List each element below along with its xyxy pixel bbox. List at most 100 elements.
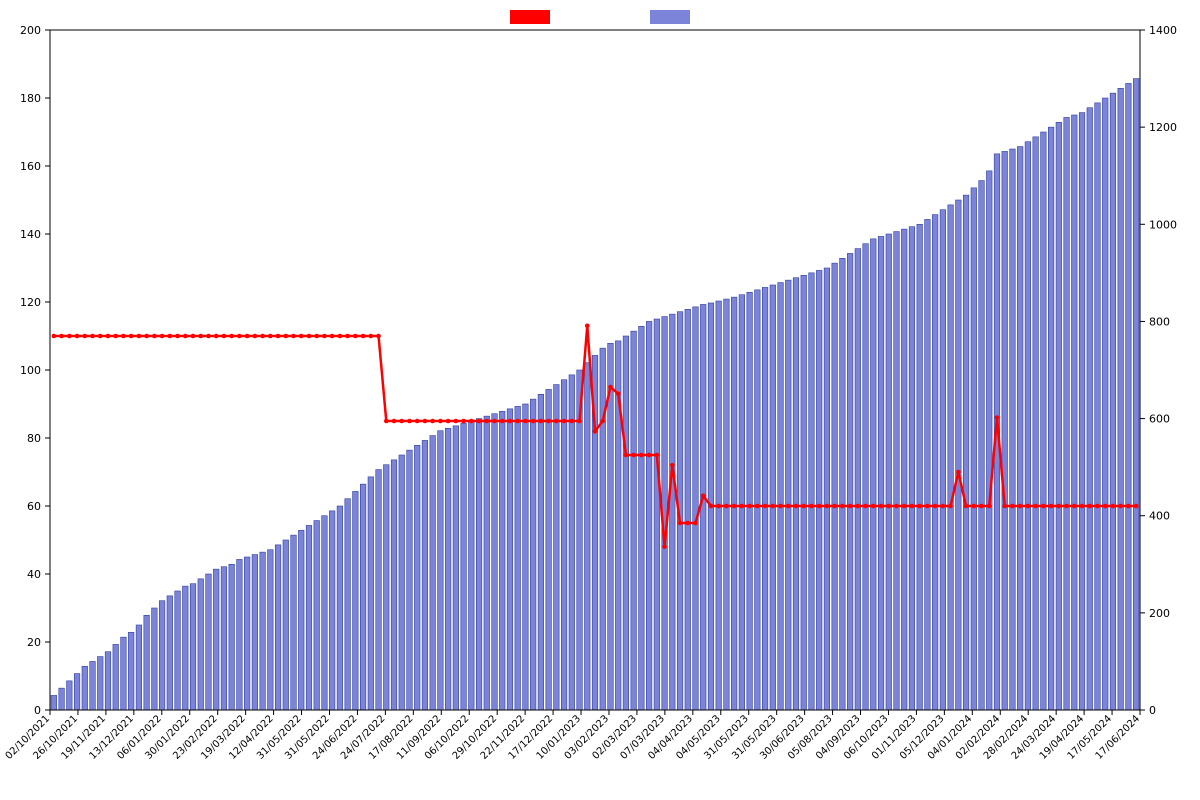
y-left-tick-label: 120: [20, 296, 41, 309]
line-marker: [260, 334, 265, 339]
line-marker: [461, 419, 466, 424]
bar: [554, 385, 560, 710]
line-marker: [237, 334, 242, 339]
bar: [306, 525, 312, 710]
line-marker: [925, 504, 930, 509]
bar: [476, 419, 482, 710]
line-marker: [222, 334, 227, 339]
line-marker: [477, 419, 482, 424]
bar: [654, 319, 660, 710]
line-marker: [639, 453, 644, 458]
bar: [956, 200, 962, 710]
bar: [237, 559, 243, 710]
line-marker: [137, 334, 142, 339]
bar: [847, 253, 853, 710]
line-marker: [1049, 504, 1054, 509]
bar: [430, 436, 436, 710]
line-marker: [631, 453, 636, 458]
bar: [314, 521, 320, 710]
bar: [260, 552, 266, 710]
line-marker: [59, 334, 64, 339]
line-marker: [508, 419, 513, 424]
line-marker: [484, 419, 489, 424]
bar: [863, 244, 869, 710]
line-marker: [678, 521, 683, 526]
line-marker: [90, 334, 95, 339]
line-marker: [523, 419, 528, 424]
bar: [755, 290, 761, 710]
line-marker: [144, 334, 149, 339]
bar: [871, 239, 877, 710]
line-marker: [345, 334, 350, 339]
bar: [925, 219, 931, 710]
bar: [1118, 88, 1124, 710]
bar: [105, 652, 111, 710]
bar: [461, 423, 467, 710]
line-marker: [52, 334, 57, 339]
bar: [785, 280, 791, 710]
line-marker: [732, 504, 737, 509]
line-marker: [1002, 504, 1007, 509]
line-marker: [446, 419, 451, 424]
line-marker: [577, 419, 582, 424]
line-marker: [562, 419, 567, 424]
line-marker: [183, 334, 188, 339]
y-right-tick-label: 0: [1149, 704, 1156, 717]
bar: [538, 394, 544, 710]
bar: [159, 601, 165, 710]
line-marker: [430, 419, 435, 424]
line-marker: [299, 334, 304, 339]
line-marker: [956, 470, 961, 475]
bar: [631, 331, 637, 710]
line-marker: [948, 504, 953, 509]
bar: [693, 307, 699, 710]
line-marker: [539, 419, 544, 424]
bar: [762, 287, 768, 710]
bar: [291, 535, 297, 710]
line-marker: [407, 419, 412, 424]
line-marker: [1126, 504, 1131, 509]
line-marker: [995, 415, 1000, 420]
bar: [206, 574, 212, 710]
line-marker: [1118, 504, 1123, 509]
bar: [1041, 132, 1047, 710]
y-left-tick-label: 20: [27, 636, 41, 649]
line-marker: [369, 334, 374, 339]
bar: [484, 416, 490, 710]
bar: [561, 380, 567, 710]
combo-chart: 0204060801001201401601802000200400600800…: [0, 0, 1200, 800]
line-marker: [863, 504, 868, 509]
bar: [546, 389, 552, 710]
bar: [1087, 108, 1093, 710]
legend-swatch: [510, 10, 550, 24]
line-marker: [1134, 504, 1139, 509]
line-marker: [291, 334, 296, 339]
line-marker: [964, 504, 969, 509]
y-right-tick-label: 400: [1149, 510, 1170, 523]
line-marker: [1018, 504, 1023, 509]
bar: [515, 406, 521, 710]
line-marker: [570, 419, 575, 424]
bar: [963, 195, 969, 710]
bar: [670, 314, 676, 710]
y-left-tick-label: 180: [20, 92, 41, 105]
bar: [1017, 147, 1023, 710]
line-marker: [198, 334, 203, 339]
bar: [909, 227, 915, 710]
bar: [438, 431, 444, 710]
bar: [244, 557, 250, 710]
bar: [1133, 79, 1139, 710]
line-marker: [871, 504, 876, 509]
bar: [283, 540, 289, 710]
bar: [252, 555, 258, 710]
line-marker: [809, 504, 814, 509]
line-marker: [933, 504, 938, 509]
line-marker: [1095, 504, 1100, 509]
line-marker: [1026, 504, 1031, 509]
bar: [1002, 151, 1008, 710]
bar: [221, 567, 227, 710]
y-right-tick-label: 800: [1149, 315, 1170, 328]
line-marker: [771, 504, 776, 509]
bar: [51, 695, 57, 710]
bar: [183, 586, 189, 710]
